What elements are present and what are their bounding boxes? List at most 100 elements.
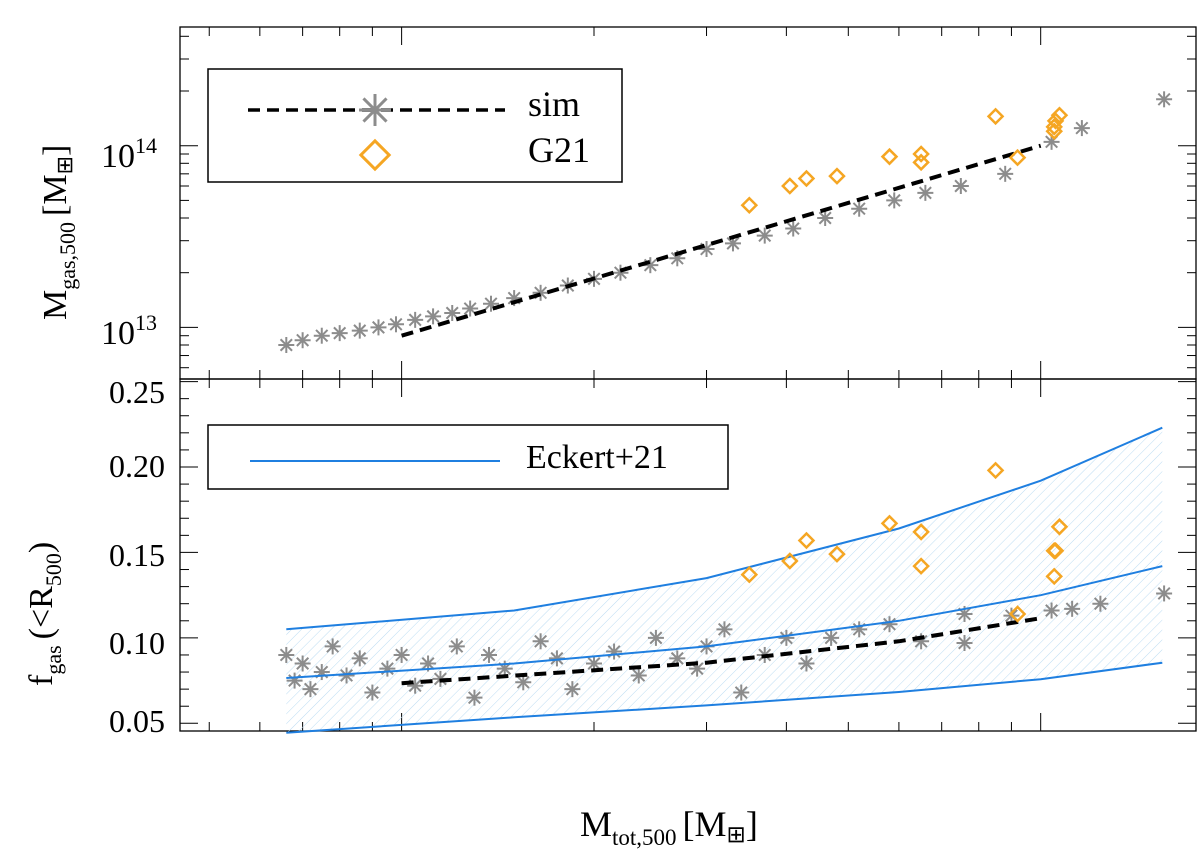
legend-g21-diamond bbox=[358, 138, 392, 172]
sim-asterisk-point bbox=[313, 327, 330, 344]
xlabel-sun-symbol: ⊞ bbox=[727, 822, 746, 847]
sim-asterisk-point bbox=[785, 220, 802, 237]
sim-asterisk-point bbox=[379, 660, 396, 677]
top-axis-ticks bbox=[180, 27, 1196, 379]
sim-asterisk-point bbox=[359, 94, 391, 126]
sim-asterisk-point bbox=[669, 650, 686, 667]
top-legend-box bbox=[207, 68, 623, 183]
sim-asterisk-point bbox=[630, 667, 647, 684]
sim-asterisk-point bbox=[515, 674, 532, 691]
bottom-sim-fit-line bbox=[401, 616, 1042, 686]
bottom-panel-marks bbox=[278, 426, 1173, 734]
g21-diamond-point bbox=[912, 523, 930, 541]
top-ylabel-sun-symbol: ⊞ bbox=[52, 156, 77, 174]
eckert-line-2 bbox=[286, 661, 1163, 734]
bottom-axis-ticks bbox=[180, 379, 1196, 731]
g21-diamond-point bbox=[880, 147, 899, 166]
sim-asterisk-point bbox=[823, 629, 840, 646]
sim-asterisk-point bbox=[1043, 602, 1060, 619]
sim-asterisk-point bbox=[294, 655, 311, 672]
g21-diamond-point bbox=[1008, 605, 1027, 623]
bottom-ytick-label-005: 0.05 bbox=[109, 703, 165, 739]
bottom-legend-box bbox=[207, 424, 729, 490]
sim-asterisk-point bbox=[466, 689, 483, 706]
g21-diamond-point bbox=[1045, 567, 1063, 586]
sim-asterisk-point bbox=[716, 621, 733, 638]
sim-asterisk-point bbox=[407, 311, 424, 328]
top-panel-marks bbox=[278, 91, 1173, 354]
sim-asterisk-point bbox=[817, 209, 834, 226]
g21-diamond-point bbox=[797, 531, 816, 550]
sim-asterisk-point bbox=[370, 319, 387, 336]
sim-asterisk-point bbox=[956, 635, 973, 651]
sim-asterisk-point bbox=[425, 308, 442, 325]
g21-diamond-point bbox=[797, 169, 816, 188]
sim-asterisk-point bbox=[548, 650, 565, 667]
sim-asterisk-point bbox=[1156, 585, 1173, 602]
legend-g21-label: G21 bbox=[528, 130, 590, 170]
bottom-ylabel: fgas(<R500) bbox=[23, 542, 66, 686]
g21-diamond-point bbox=[781, 177, 799, 195]
sim-asterisk-point bbox=[585, 655, 602, 672]
sim-asterisk-point bbox=[733, 684, 750, 701]
g21-diamond-point bbox=[1046, 112, 1065, 130]
sim-asterisk-point bbox=[331, 325, 348, 342]
sim-asterisk-point bbox=[564, 681, 581, 698]
sim-asterisk-point bbox=[532, 284, 549, 301]
sim-asterisk-point bbox=[798, 655, 815, 672]
sim-asterisk-point bbox=[851, 621, 868, 638]
bottom-ytick-label-020: 0.20 bbox=[109, 448, 165, 484]
g21-diamond-point bbox=[828, 167, 846, 185]
top-sim-fit-line bbox=[401, 143, 1042, 338]
sim-asterisk-point bbox=[313, 664, 330, 681]
bottom-ytick-label-025: 0.25 bbox=[109, 374, 165, 410]
top-ytick-label-14: 1014 bbox=[101, 133, 157, 175]
sim-asterisk-point bbox=[612, 264, 629, 281]
g21-diamond-point bbox=[912, 145, 930, 163]
sim-asterisk-point bbox=[952, 178, 969, 195]
g21-diamond-point bbox=[986, 107, 1005, 126]
g21-diamond-point bbox=[740, 196, 759, 215]
sim-asterisk-point bbox=[448, 638, 465, 655]
sim-asterisk-point bbox=[1073, 120, 1090, 137]
sim-asterisk-point bbox=[606, 643, 623, 660]
g21-diamond-point bbox=[828, 545, 846, 563]
xlabel: Mtot,500 [M⊞] bbox=[580, 804, 758, 850]
g21-diamond-point bbox=[1008, 148, 1027, 167]
sim-asterisk-point bbox=[278, 337, 295, 354]
sim-asterisk-point bbox=[881, 616, 898, 633]
sim-asterisk-point bbox=[851, 200, 868, 217]
sim-asterisk-point bbox=[388, 316, 405, 333]
sim-asterisk-point bbox=[364, 684, 381, 701]
g21-diamond-point bbox=[1050, 106, 1069, 125]
g21-diamond-point bbox=[1046, 541, 1065, 560]
sim-asterisk-point bbox=[302, 681, 319, 698]
g21-diamond-point bbox=[880, 514, 899, 533]
sim-asterisk-point bbox=[1156, 91, 1173, 108]
eckert-band bbox=[286, 427, 1163, 733]
sim-asterisk-point bbox=[532, 633, 549, 650]
eckert-line-1 bbox=[286, 565, 1163, 679]
g21-diamond-point bbox=[912, 153, 930, 172]
legend-sim-asterisk bbox=[359, 94, 391, 126]
eckert-line-0 bbox=[286, 426, 1163, 631]
sim-asterisk-point bbox=[917, 184, 934, 201]
sim-asterisk-point bbox=[324, 638, 341, 655]
sim-asterisk-point bbox=[997, 165, 1014, 182]
sim-asterisk-point bbox=[407, 677, 424, 694]
sim-asterisk-point bbox=[778, 629, 795, 646]
sim-asterisk-point bbox=[1092, 595, 1109, 612]
bottom-legend: Eckert+21 bbox=[207, 424, 729, 490]
bottom-panel-frame bbox=[179, 378, 1197, 732]
top-ylabel: Mgas,500[M⊞] bbox=[37, 145, 80, 320]
sim-asterisk-point bbox=[294, 332, 311, 349]
sim-asterisk-point bbox=[444, 305, 461, 322]
g21-diamond-point bbox=[912, 557, 930, 575]
legend-sim-label: sim bbox=[528, 84, 580, 124]
g21-diamond-point bbox=[781, 552, 799, 570]
sim-asterisk-point bbox=[351, 322, 368, 339]
sim-asterisk-point bbox=[756, 227, 773, 244]
eckert-band-fill bbox=[286, 427, 1163, 733]
top-legend: sim G21 bbox=[207, 68, 623, 183]
